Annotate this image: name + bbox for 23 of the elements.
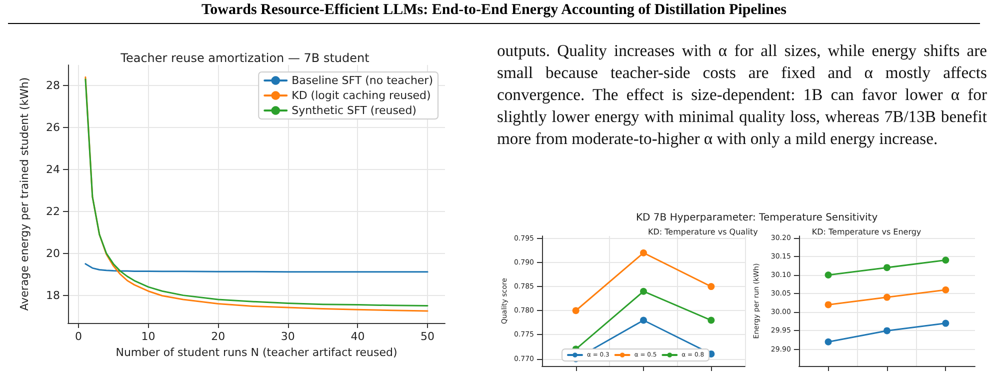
chart-title: Teacher reuse amortization — 7B student	[120, 51, 370, 65]
y-tick-label: 20	[46, 246, 60, 260]
x-axis-title: Number of student runs N (teacher artifact reused)	[116, 346, 398, 359]
legend-label: KD (logit caching reused)	[292, 89, 431, 102]
y-tick-label: 18	[46, 288, 60, 302]
chart-title: KD 7B Hyperparameter: Temperature Sensitivity	[636, 212, 878, 224]
x-tick-label: 10	[141, 330, 156, 343]
y-tick-label: 24	[46, 162, 60, 176]
chart-title: KD: Temperature vs Energy	[812, 228, 922, 236]
x-tick-label: 40	[350, 330, 365, 343]
legend-label: Synthetic SFT (reused)	[292, 104, 416, 117]
y-tick-label: 22	[46, 204, 60, 218]
x-tick-label: 30	[280, 330, 295, 343]
x-tick-label: 50	[420, 330, 435, 343]
x-tick-label: 20	[211, 330, 226, 343]
y-tick-label: 26	[46, 121, 60, 134]
y-tick-label: 28	[46, 79, 60, 92]
x-tick-label: 0	[74, 330, 82, 343]
text: Towards Resource-Efficient LLMs: End-to-End Energy Accounting of Distillation Pipelines	[8, 2, 980, 24]
legend-label: Baseline SFT (no teacher)	[292, 74, 434, 87]
y-axis-title: Average energy per trained student (kWh)	[18, 77, 31, 311]
chart-subtitle: KD: Temperature vs Quality	[648, 228, 758, 236]
text: outputs. Quality increases with α for all sizes, while energy shifts are small because teacher-side costs are fixed and α mostly affects convergence. The effect is size-dependent: 1B can favor lower α for slightly lower energy with minimal quality loss, whereas 7B/13B benefit more from moderate-to-higher α with only a mild energy increase.	[497, 40, 987, 150]
